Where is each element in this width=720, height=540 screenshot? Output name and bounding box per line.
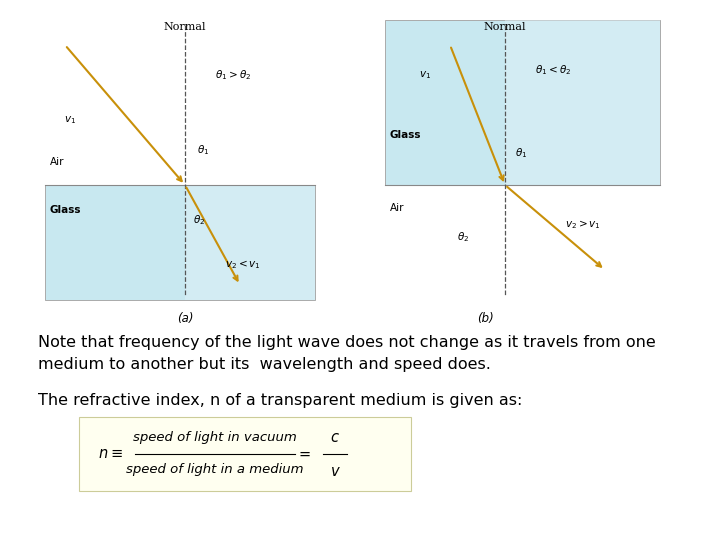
Text: Glass: Glass [390,130,421,140]
Bar [385,20,660,185]
Bar [505,20,660,185]
Text: $v_1$: $v_1$ [64,114,76,126]
Text: Glass: Glass [50,205,81,215]
Text: $v$: $v$ [330,463,341,478]
Text: speed of light in vacuum: speed of light in vacuum [133,431,297,444]
Text: =: = [299,447,311,462]
Text: $v_2 < v_1$: $v_2 < v_1$ [225,259,261,272]
Text: medium to another but its  wavelength and speed does.: medium to another but its wavelength and… [38,357,491,372]
Text: $\theta_1 < \theta_2$: $\theta_1 < \theta_2$ [535,63,571,77]
Text: (b): (b) [477,312,493,325]
Text: $\theta_1$: $\theta_1$ [197,143,210,157]
Bar [45,185,315,300]
Text: $\theta_2$: $\theta_2$ [193,213,205,227]
Text: Note that frequency of the light wave does not change as it travels from one: Note that frequency of the light wave do… [38,335,656,350]
Text: (a): (a) [176,312,193,325]
Bar [185,185,315,300]
Text: Air: Air [390,203,405,213]
Text: Air: Air [50,157,65,167]
Text: Normal: Normal [484,22,526,32]
Text: Normal: Normal [163,22,206,32]
Text: The refractive index, n of a transparent medium is given as:: The refractive index, n of a transparent… [38,393,523,408]
FancyBboxPatch shape [79,417,411,491]
Text: $v_1$: $v_1$ [419,69,431,81]
Text: $c$: $c$ [330,430,340,445]
Text: speed of light in a medium: speed of light in a medium [126,463,304,476]
Text: $v_2 > v_1$: $v_2 > v_1$ [565,219,601,232]
Text: $n \equiv$: $n \equiv$ [98,447,123,462]
Text: $\theta_2$: $\theta_2$ [457,230,469,244]
Text: $\theta_1$: $\theta_1$ [515,146,527,160]
Text: $\theta_1 > \theta_2$: $\theta_1 > \theta_2$ [215,68,251,82]
